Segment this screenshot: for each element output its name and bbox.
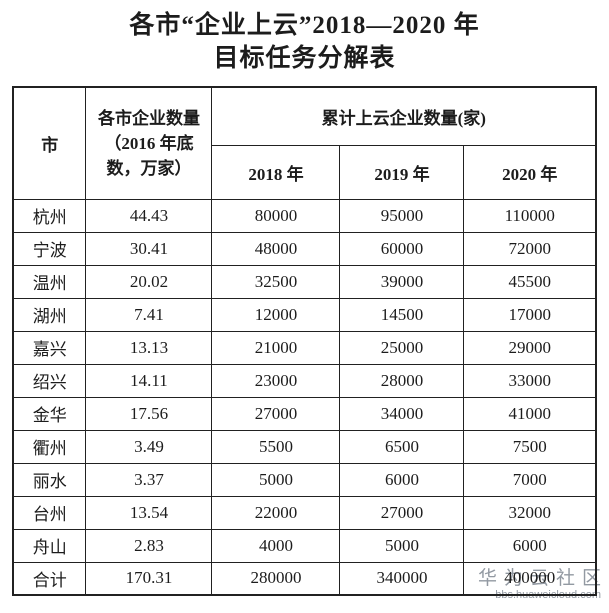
y2018-cell: 4000 <box>211 528 341 563</box>
page-title-line1: 各市“企业上云”2018—2020 年 <box>129 12 480 39</box>
count2016-cell: 3.49 <box>85 429 213 464</box>
count2016-cell: 13.54 <box>85 495 213 530</box>
table-row: 湖州 7.41 12000 14500 17000 <box>12 297 597 332</box>
y2018-cell: 48000 <box>211 231 341 266</box>
header-city: 市 <box>12 86 87 200</box>
y2018-cell: 280000 <box>211 561 341 596</box>
city-cell: 杭州 <box>12 198 87 233</box>
header-row-1: 市 各市企业数量 （2016 年底 数，万家） 累计上云企业数量(家) <box>12 86 597 200</box>
y2019-cell: 25000 <box>339 330 465 365</box>
y2018-cell: 21000 <box>211 330 341 365</box>
count2016-cell: 2.83 <box>85 528 213 563</box>
y2018-cell: 12000 <box>211 297 341 332</box>
y2019-cell: 6000 <box>339 462 465 497</box>
y2019-cell: 39000 <box>339 264 465 299</box>
city-cell: 湖州 <box>12 297 87 332</box>
y2019-cell: 95000 <box>339 198 465 233</box>
header-2018: 2018 年 <box>211 144 341 200</box>
header-2019: 2019 年 <box>339 144 465 200</box>
table-row: 台州 13.54 22000 27000 32000 <box>12 495 597 530</box>
header-cumulative: 累计上云企业数量(家) <box>211 86 597 146</box>
count2016-cell: 7.41 <box>85 297 213 332</box>
y2019-cell: 5000 <box>339 528 465 563</box>
page-title-line2: 目标任务分解表 <box>213 45 396 72</box>
count2016-cell: 170.31 <box>85 561 213 596</box>
y2020-cell: 33000 <box>463 363 597 398</box>
city-cell: 衢州 <box>12 429 87 464</box>
header-2020: 2020 年 <box>463 144 597 200</box>
y2019-cell: 14500 <box>339 297 465 332</box>
table-row: 丽水 3.37 5000 6000 7000 <box>12 462 597 497</box>
table-row: 舟山 2.83 4000 5000 6000 <box>12 528 597 563</box>
y2020-cell: 7000 <box>463 462 597 497</box>
y2018-cell: 32500 <box>211 264 341 299</box>
header-count2016: 各市企业数量 （2016 年底 数，万家） <box>85 86 213 200</box>
y2019-cell: 34000 <box>339 396 465 431</box>
table-row: 宁波 30.41 48000 60000 72000 <box>12 231 597 266</box>
y2020-cell: 6000 <box>463 528 597 563</box>
header-row-2: 2018 年 2019 年 2020 年 <box>13 144 597 200</box>
y2020-cell: 17000 <box>463 297 597 332</box>
count2016-cell: 20.02 <box>85 264 213 299</box>
count2016-cell: 14.11 <box>85 363 213 398</box>
y2019-cell: 27000 <box>339 495 465 530</box>
count2016-cell: 13.13 <box>85 330 213 365</box>
target-task-table: 市 各市企业数量 （2016 年底 数，万家） 累计上云企业数量(家) 2018… <box>11 86 598 596</box>
table-row: 金华 17.56 27000 34000 41000 <box>12 396 597 431</box>
y2019-cell: 340000 <box>339 561 465 596</box>
y2018-cell: 80000 <box>211 198 341 233</box>
city-cell: 绍兴 <box>12 363 87 398</box>
table-row: 衢州 3.49 5500 6500 7500 <box>12 429 597 464</box>
y2019-cell: 6500 <box>339 429 465 464</box>
y2020-cell: 72000 <box>463 231 597 266</box>
city-cell: 合计 <box>12 561 87 596</box>
y2020-cell: 41000 <box>463 396 597 431</box>
y2018-cell: 23000 <box>211 363 341 398</box>
y2020-cell: 32000 <box>463 495 597 530</box>
city-cell: 嘉兴 <box>12 330 87 365</box>
y2018-cell: 27000 <box>211 396 341 431</box>
y2019-cell: 60000 <box>339 231 465 266</box>
y2020-cell: 29000 <box>463 330 597 365</box>
y2018-cell: 5000 <box>211 462 341 497</box>
city-cell: 台州 <box>12 495 87 530</box>
city-cell: 舟山 <box>12 528 87 563</box>
table-row: 温州 20.02 32500 39000 45500 <box>12 264 597 299</box>
y2020-cell: 400000 <box>463 561 597 596</box>
table-header: 市 各市企业数量 （2016 年底 数，万家） 累计上云企业数量(家) 2018… <box>12 86 597 200</box>
city-cell: 金华 <box>12 396 87 431</box>
y2019-cell: 28000 <box>339 363 465 398</box>
y2018-cell: 5500 <box>211 429 341 464</box>
table-row: 嘉兴 13.13 21000 25000 29000 <box>12 330 597 365</box>
city-cell: 温州 <box>12 264 87 299</box>
city-cell: 宁波 <box>12 231 87 266</box>
y2020-cell: 45500 <box>463 264 597 299</box>
count2016-cell: 3.37 <box>85 462 213 497</box>
y2020-cell: 7500 <box>463 429 597 464</box>
count2016-cell: 17.56 <box>85 396 213 431</box>
table-body: 杭州 44.43 80000 95000 110000 宁波 30.41 480… <box>12 198 597 596</box>
count2016-cell: 44.43 <box>85 198 213 233</box>
table-row: 绍兴 14.11 23000 28000 33000 <box>12 363 597 398</box>
table-row-total: 合计 170.31 280000 340000 400000 <box>12 561 597 596</box>
page-title: 各市“企业上云”2018—2020 年 目标任务分解表 <box>0 0 609 75</box>
count2016-cell: 30.41 <box>85 231 213 266</box>
y2020-cell: 110000 <box>463 198 597 233</box>
city-cell: 丽水 <box>12 462 87 497</box>
y2018-cell: 22000 <box>211 495 341 530</box>
table-row: 杭州 44.43 80000 95000 110000 <box>12 198 597 233</box>
